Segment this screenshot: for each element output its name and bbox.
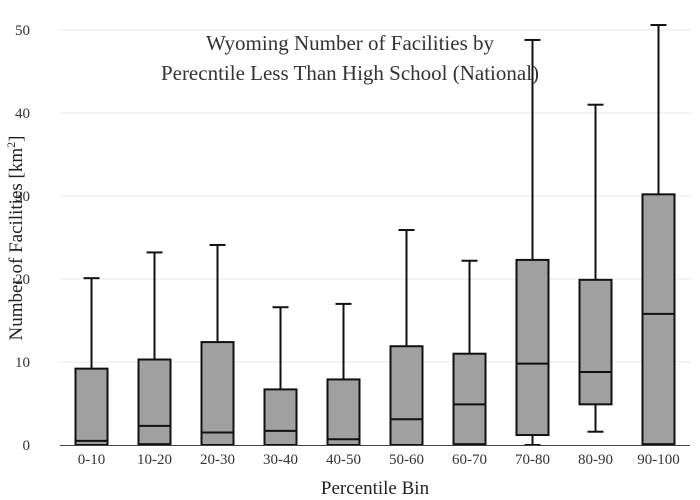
y-tick-label: 50: [15, 23, 30, 39]
y-axis-label-close: ]: [6, 136, 27, 142]
iqr-box: [137, 358, 172, 446]
x-axis-label: Percentile Bin: [321, 478, 430, 499]
box-30-40: [263, 306, 298, 447]
x-axis-ticks: 0-10 10-20 20-30 30-40 40-50 50-60 60-70 70-80 8…: [78, 452, 680, 468]
x-tick-label: 0-10: [78, 452, 106, 468]
x-tick-label: 30-40: [263, 452, 298, 468]
box-20-30: [200, 243, 235, 446]
y-tick-label: 0: [23, 438, 31, 454]
y-axis-ticks: 0 10 20 30 40 50: [15, 23, 30, 454]
iqr-box: [452, 352, 487, 446]
y-tick-label: 40: [15, 106, 30, 122]
y-axis-label-superscript: 2: [4, 142, 18, 148]
y-tick-label: 30: [15, 189, 30, 205]
y-tick-label: 20: [15, 272, 30, 288]
box-40-50: [326, 302, 361, 446]
x-tick-label: 50-60: [389, 452, 424, 468]
x-tick-label: 60-70: [452, 452, 487, 468]
x-tick-label: 20-30: [200, 452, 235, 468]
y-tick-label: 10: [15, 355, 30, 371]
box-90-100: [641, 24, 676, 446]
x-tick-label: 70-80: [515, 452, 550, 468]
box-60-70: [452, 259, 487, 446]
iqr-box: [74, 367, 109, 447]
box-70-80: [515, 38, 550, 446]
chart-title-line-2: Perecntile Less Than High School (Nation…: [161, 61, 539, 85]
box-10-20: [137, 251, 172, 446]
x-tick-label: 80-90: [578, 452, 613, 468]
box-series: [74, 24, 676, 447]
box-0-10: [74, 277, 109, 447]
iqr-box: [200, 341, 235, 446]
box-50-60: [389, 229, 424, 447]
iqr-box: [641, 193, 676, 446]
iqr-box: [263, 388, 298, 447]
y-axis-label: Number of Facilities [km2]: [4, 136, 27, 341]
chart-title-line-1: Wyoming Number of Facilities by: [206, 31, 495, 55]
iqr-box: [515, 258, 550, 437]
iqr-box: [326, 378, 361, 446]
x-tick-label: 10-20: [137, 452, 172, 468]
x-tick-label: 90-100: [637, 452, 680, 468]
iqr-box: [578, 278, 613, 406]
x-tick-label: 40-50: [326, 452, 361, 468]
box-80-90: [578, 103, 613, 433]
y-axis-label-main: Number of Facilities [km: [6, 148, 27, 341]
iqr-box: [389, 345, 424, 447]
